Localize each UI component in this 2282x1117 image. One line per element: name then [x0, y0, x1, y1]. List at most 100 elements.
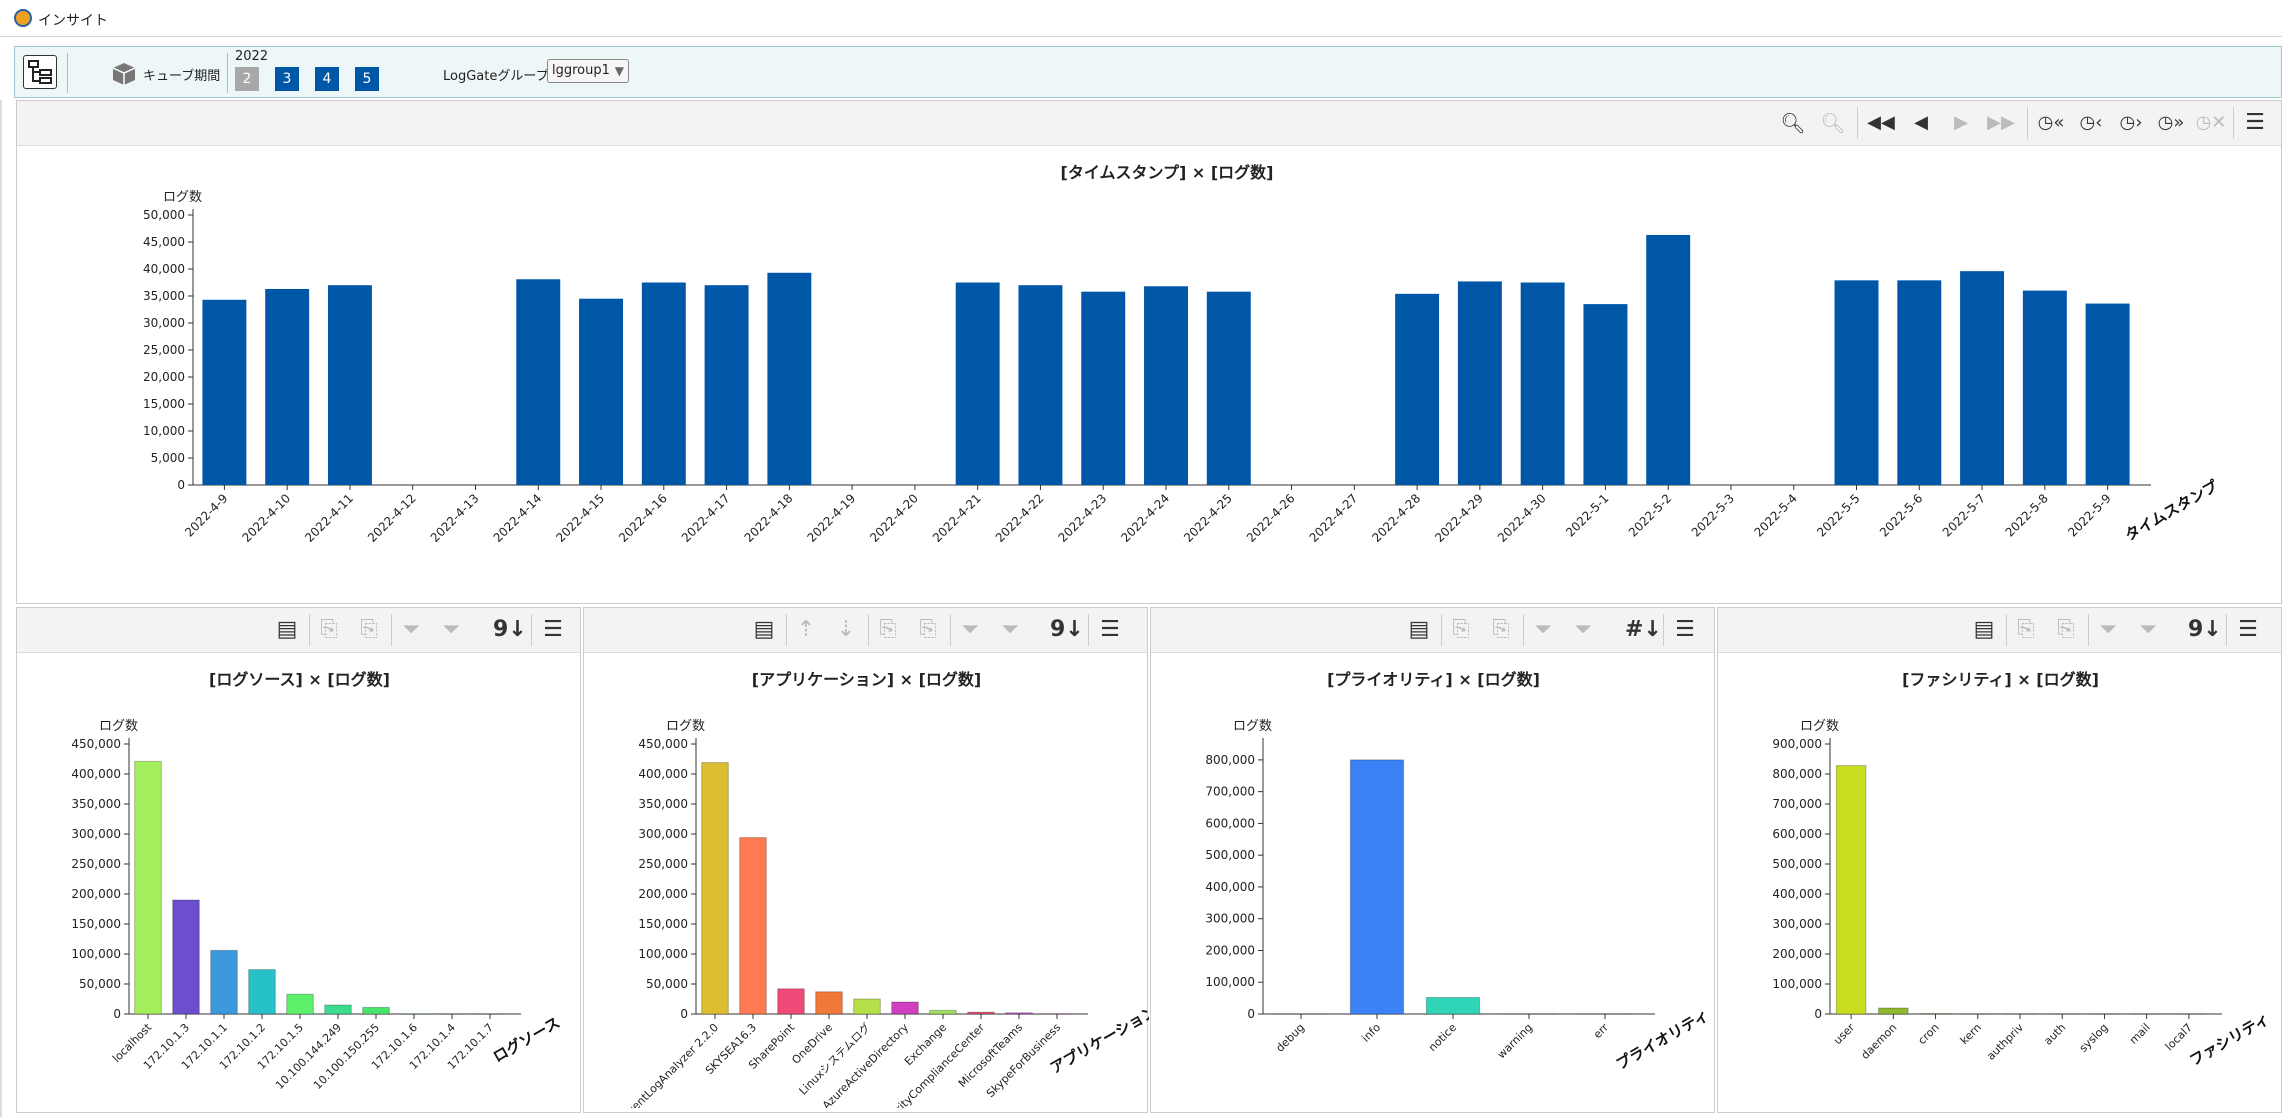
toolbar-separator: [531, 614, 532, 646]
bar: [767, 272, 812, 485]
zoom-in-icon: 🔍︎: [1820, 111, 1846, 135]
zoom-out-icon[interactable]: 🔍︎: [1780, 111, 1806, 135]
time-first-icon[interactable]: ◷«: [2037, 112, 2065, 133]
x-tick-label: 2022-4-21: [930, 491, 984, 545]
bar: [1144, 286, 1188, 485]
y-tick-label: 700,000: [1205, 785, 1255, 799]
x-tick-label: authpriv: [1984, 1021, 2026, 1063]
menu-icon[interactable]: ☰: [1100, 617, 1120, 642]
x-tick-label: 10.100.150.255: [311, 1021, 382, 1092]
filter-clear-icon: ⏷: [2139, 617, 2157, 642]
x-tick-label: 2022-4-15: [553, 491, 607, 545]
y-tick-label: 900,000: [1772, 737, 1822, 751]
time-last-icon[interactable]: ◷»: [2157, 112, 2185, 133]
sort-desc-icon[interactable]: 9↓: [1050, 617, 1084, 642]
export-clear-icon: ⎘: [360, 617, 378, 642]
x-tick-label: 2022-4-25: [1181, 491, 1235, 545]
x-tick-label: auth: [2041, 1021, 2068, 1048]
table-icon[interactable]: ▤: [1408, 617, 1430, 642]
window-titlebar: インサイト: [0, 0, 2282, 37]
app-title: インサイト: [38, 13, 108, 29]
y-tick-label: 100,000: [71, 947, 121, 961]
y-tick-label: 400,000: [638, 767, 688, 781]
y-tick-label: 400,000: [71, 767, 121, 781]
y-tick-label: 500,000: [1205, 848, 1255, 862]
sort-desc-icon[interactable]: #↓: [1625, 617, 1662, 642]
bar: [1835, 765, 1867, 1015]
bar: [172, 899, 200, 1015]
y-tick-label: 0: [177, 478, 185, 492]
application-bar-chart: 0 50,000 100,000 150,000 200,000 250,000 300,0…: [620, 719, 1149, 1108]
menu-icon[interactable]: ☰: [1675, 617, 1695, 642]
time-prev-icon[interactable]: ◷‹: [2079, 112, 2103, 133]
table-icon[interactable]: ▤: [276, 617, 298, 642]
y-tick-label: 450,000: [71, 737, 121, 751]
x-tick-label: kern: [1958, 1021, 1984, 1047]
bar: [265, 288, 310, 485]
y-tick-label: 35,000: [143, 289, 185, 303]
x-tick-label: mail: [2127, 1021, 2153, 1047]
x-axis-label: ログソース: [490, 1013, 563, 1066]
export-icon: ⎘: [2017, 617, 2035, 642]
sort-desc-icon[interactable]: 9↓: [2188, 617, 2222, 642]
x-tick-label: notice: [1426, 1021, 1459, 1054]
x-tick-label: 2022-5-4: [1751, 491, 1799, 539]
y-tick-label: 0: [680, 1007, 688, 1021]
menu-icon[interactable]: ☰: [2245, 110, 2265, 135]
export-clear-icon: ⎘: [919, 617, 937, 642]
panel-toolbar: ▤ ⇡ ⇣ ⎘ ⎘ ⏷ ⏷ 9↓ ☰: [584, 608, 1147, 653]
filter-clear-icon: ⏷: [1001, 617, 1019, 642]
x-tick-label: 2022-5-6: [1877, 491, 1925, 539]
loggate-group-select[interactable]: lggroup1 ▼: [547, 59, 629, 83]
y-tick-label: 100,000: [1205, 975, 1255, 989]
left-splitter[interactable]: [0, 100, 2, 1117]
bar: [777, 988, 805, 1015]
tree-view-button[interactable]: [23, 55, 57, 89]
x-tick-label: 2022-4-28: [1369, 491, 1423, 545]
x-tick-label: info: [1359, 1021, 1383, 1045]
month-button-3[interactable]: 3: [275, 67, 299, 91]
menu-icon[interactable]: ☰: [2238, 617, 2258, 642]
y-tick-label: 200,000: [71, 887, 121, 901]
x-tick-label: 10.100.144.249: [273, 1021, 344, 1092]
priority-panel: ▤ ⎘ ⎘ ⏷ ⏷ #↓ ☰ [プライオリティ] × [ログ数] 0 100,00…: [1150, 607, 1715, 1113]
y-tick-label: 500,000: [1772, 857, 1822, 871]
x-tick-label: debug: [1273, 1021, 1307, 1055]
x-tick-label: 2022-4-18: [742, 491, 796, 545]
x-tick-label: Linuxシステムログ: [796, 1020, 873, 1097]
month-button-4[interactable]: 4: [315, 67, 339, 91]
toolbar-separator: [1663, 614, 1664, 646]
prev-page-icon[interactable]: ◀: [1914, 112, 1928, 133]
bar: [362, 1006, 390, 1015]
y-tick-label: 100,000: [638, 947, 688, 961]
y-tick-label: 450,000: [638, 737, 688, 751]
y-tick-label: 800,000: [1205, 753, 1255, 767]
panel-toolbar: ▤ ⎘ ⎘ ⏷ ⏷ 9↓ ☰: [1718, 608, 2281, 653]
bar: [1395, 293, 1440, 485]
move-up-icon: ⇡: [796, 617, 816, 642]
timestamp-bar-chart: 0 5,000 10,000 15,000 20,000 25,000 30,000 35,0…: [143, 190, 2222, 545]
chart-title: [ログソース] × [ログ数]: [209, 670, 390, 689]
y-tick-label: 100,000: [1772, 977, 1822, 991]
time-next-icon[interactable]: ◷›: [2119, 112, 2143, 133]
bar: [1018, 285, 1063, 485]
first-page-icon[interactable]: ◀◀: [1867, 112, 1895, 133]
y-tick-label: 400,000: [1205, 880, 1255, 894]
month-button-2[interactable]: 2: [235, 67, 259, 91]
toolbar-separator: [950, 614, 951, 646]
y-tick-label: 200,000: [638, 887, 688, 901]
export-clear-icon: ⎘: [2057, 617, 2075, 642]
month-button-5[interactable]: 5: [355, 67, 379, 91]
y-tick-label: 300,000: [1772, 917, 1822, 931]
table-icon[interactable]: ▤: [1973, 617, 1995, 642]
table-icon[interactable]: ▤: [753, 617, 775, 642]
priority-bar-chart: 0 100,000 200,000 300,000 400,000 500,000 600,…: [1205, 719, 1712, 1073]
filter-clear-icon: ⏷: [442, 617, 460, 642]
toolbar-separator: [2027, 107, 2028, 139]
chart-title: [アプリケーション] × [ログ数]: [751, 670, 982, 689]
menu-icon[interactable]: ☰: [543, 617, 563, 642]
sort-desc-icon[interactable]: 9↓: [493, 617, 527, 642]
bar: [1878, 1007, 1909, 1015]
bar: [1520, 282, 1565, 485]
panel-toolbar: ▤ ⎘ ⎘ ⏷ ⏷ 9↓ ☰: [17, 608, 580, 653]
